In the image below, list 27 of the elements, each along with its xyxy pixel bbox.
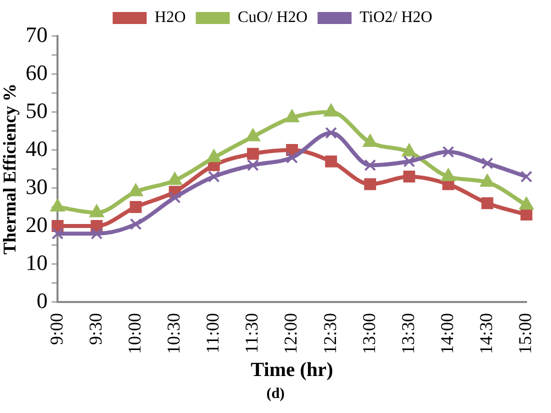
y-tick-label: 0 <box>36 288 48 313</box>
legend-label: CuO/ H2O <box>238 9 308 26</box>
legend-label: H2O <box>154 9 186 26</box>
text: (d) <box>265 386 286 403</box>
y-tick-label: 50 <box>26 98 48 123</box>
legend-label: TiO2/ H2O <box>360 9 432 26</box>
x-tick-label: 12:00 <box>280 313 301 354</box>
x-tick-label: 9:00 <box>46 313 66 346</box>
y-tick-label: 30 <box>26 174 48 199</box>
y-axis-title: Thermal Efficiency % <box>0 84 20 254</box>
x-tick-label: 11:00 <box>202 313 223 354</box>
x-tick-label: 14:00 <box>437 313 457 354</box>
x-axis-title: Time (hr) <box>250 359 334 382</box>
x-tick-label: 12:30 <box>320 313 340 354</box>
x-tick-label: 10:00 <box>124 313 144 354</box>
y-tick-label: 60 <box>26 60 48 85</box>
y-tick-label: 20 <box>26 212 48 237</box>
y-tick-label: 10 <box>26 250 48 275</box>
y-tick-label: 40 <box>26 136 48 161</box>
x-tick-label: 13:00 <box>358 313 379 354</box>
y-tick-label: 70 <box>26 22 48 47</box>
x-tick-label: 13:30 <box>398 313 418 354</box>
x-tick-label: 9:30 <box>85 313 106 346</box>
x-tick-label: 11:30 <box>242 313 262 354</box>
x-tick-label: 15:00 <box>515 313 536 354</box>
x-tick-label: 14:30 <box>476 313 496 354</box>
x-tick-label: 10:30 <box>164 313 184 354</box>
